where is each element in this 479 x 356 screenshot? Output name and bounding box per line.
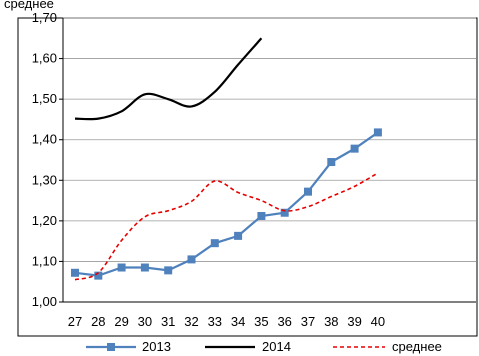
x-tick-label: 40 bbox=[371, 314, 385, 329]
data-point bbox=[94, 271, 103, 280]
y-tick-label: 1,20 bbox=[32, 213, 57, 228]
legend-marker bbox=[107, 343, 115, 351]
series-1 bbox=[71, 128, 382, 280]
data-point bbox=[350, 144, 359, 153]
x-tick-label: 38 bbox=[324, 314, 338, 329]
y-tick-label: 1,70 bbox=[32, 10, 57, 25]
legend-label: среднее bbox=[392, 339, 442, 354]
data-point bbox=[140, 263, 149, 272]
plot-frame bbox=[17, 17, 478, 337]
y-tick-label: 1,10 bbox=[32, 253, 57, 268]
legend-label: 2014 bbox=[262, 339, 291, 354]
chart-title: среднее bbox=[4, 0, 54, 11]
x-tick-label: 29 bbox=[114, 314, 128, 329]
data-point bbox=[71, 268, 79, 277]
x-tick-label: 36 bbox=[277, 314, 291, 329]
data-point bbox=[257, 211, 266, 220]
x-tick-label: 34 bbox=[231, 314, 245, 329]
x-tick-label: 32 bbox=[184, 314, 198, 329]
y-tick-label: 1,00 bbox=[32, 294, 57, 309]
legend-item: 2013 bbox=[86, 339, 171, 354]
y-tick-label: 1,50 bbox=[32, 91, 57, 106]
series-2 bbox=[74, 37, 263, 121]
data-point bbox=[234, 231, 243, 240]
series-line bbox=[74, 172, 379, 281]
x-tick-label: 39 bbox=[347, 314, 361, 329]
legend-item: 2014 bbox=[205, 339, 291, 354]
data-point bbox=[304, 187, 312, 196]
x-tick-label: 35 bbox=[254, 314, 268, 329]
y-tick-label: 1,30 bbox=[32, 172, 57, 187]
legend-label: 2013 bbox=[142, 339, 171, 354]
y-tick-label: 1,40 bbox=[32, 132, 57, 147]
x-tick-label: 30 bbox=[138, 314, 152, 329]
x-tick-label: 28 bbox=[91, 314, 105, 329]
x-tick-label: 27 bbox=[68, 314, 82, 329]
series-line bbox=[74, 37, 263, 121]
x-tick-label: 33 bbox=[208, 314, 222, 329]
x-tick-label: 37 bbox=[301, 314, 315, 329]
data-point bbox=[187, 255, 196, 264]
data-point bbox=[210, 239, 219, 248]
data-point bbox=[117, 263, 126, 272]
data-point bbox=[373, 128, 382, 137]
y-tick-label: 1,60 bbox=[32, 51, 57, 66]
data-point bbox=[164, 266, 173, 275]
series-line bbox=[74, 131, 379, 277]
data-point bbox=[327, 158, 336, 167]
series-3 bbox=[74, 172, 379, 281]
x-tick-label: 31 bbox=[161, 314, 175, 329]
data-point bbox=[280, 208, 289, 217]
legend-item: среднее bbox=[333, 339, 442, 354]
